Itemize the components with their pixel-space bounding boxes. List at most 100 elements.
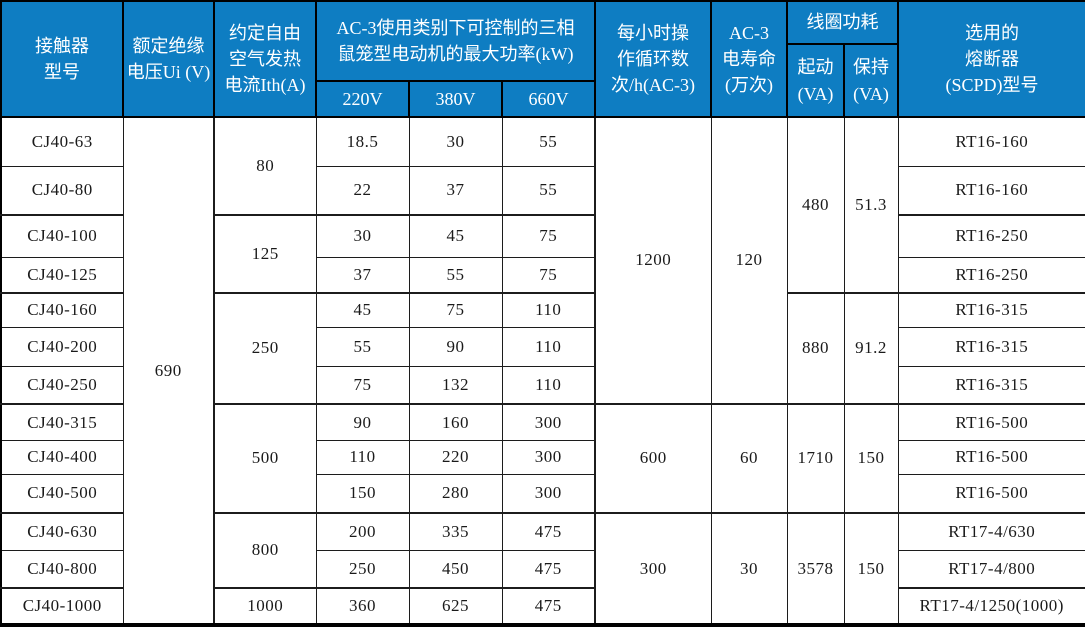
cell-fuse: RT16-250 [897, 213, 1085, 259]
table-row: CJ40-100 125 30 45 75 RT16-250 [0, 213, 1085, 294]
cell-p220: 45 [315, 292, 410, 328]
cell-model: CJ40-250 [0, 365, 124, 405]
cell-fuse: RT16-315 [897, 365, 1085, 405]
cell-p380: 220 [408, 440, 503, 475]
cell-p660: 55 [501, 116, 596, 167]
cell-p380: 625 [408, 586, 503, 626]
cell-insulation-voltage: 690 [122, 116, 215, 626]
cell-fuse: RT17-4/1250(1000) [897, 586, 1085, 626]
cell-p220: 22 [315, 165, 410, 216]
cell-p660: 475 [501, 512, 596, 551]
header-fuse-model: 选用的 熔断器 (SCPD)型号 [897, 0, 1085, 118]
cell-p660: 110 [501, 365, 596, 405]
cell-model: CJ40-100 [0, 213, 124, 259]
cell-p220: 18.5 [315, 116, 410, 167]
cell-coil-start: 480 [786, 116, 845, 294]
cell-fuse: RT16-500 [897, 473, 1085, 514]
cell-fuse: RT16-160 [897, 165, 1085, 216]
cell-p660: 300 [501, 473, 596, 514]
cell-p380: 37 [408, 165, 503, 216]
cell-ith: 125 [213, 213, 317, 294]
header-coil-start: 起动 (VA) [786, 43, 846, 118]
cell-p660: 110 [501, 292, 596, 328]
header-row-3: 220V 380V 660V [1, 80, 1085, 118]
cell-coil-start: 1710 [786, 402, 845, 514]
cell-model: CJ40-80 [0, 165, 124, 216]
cell-p380: 45 [408, 213, 503, 259]
cell-ops: 600 [594, 402, 712, 514]
cell-model: CJ40-630 [0, 512, 124, 551]
cell-model: CJ40-160 [0, 292, 124, 328]
cell-ops: 300 [594, 512, 712, 626]
cell-coil-hold: 150 [843, 402, 899, 514]
cell-life: 30 [710, 512, 788, 626]
cell-fuse: RT16-250 [897, 257, 1085, 294]
cell-p220: 30 [315, 213, 410, 259]
cell-ops: 1200 [594, 116, 712, 405]
cell-model: CJ40-125 [0, 257, 124, 294]
header-insulation-voltage: 额定绝缘 电压Ui (V) [122, 0, 215, 118]
header-max-power-group: AC-3使用类别下可控制的三相 鼠笼型电动机的最大功率(kW) [314, 0, 597, 82]
cell-p220: 200 [315, 512, 410, 551]
cell-model: CJ40-200 [0, 326, 124, 367]
cell-fuse: RT16-160 [897, 116, 1085, 167]
cell-p380: 75 [408, 292, 503, 328]
cell-p660: 75 [501, 257, 596, 294]
header-coil-hold: 保持 (VA) [843, 43, 900, 118]
cell-p380: 55 [408, 257, 503, 294]
cell-ith: 500 [213, 402, 317, 514]
table-row: CJ40-400 110 220 300 RT16-500 [0, 440, 1085, 475]
cell-coil-hold: 150 [843, 512, 899, 626]
cell-p660: 300 [501, 440, 596, 475]
cell-model: CJ40-1000 [0, 586, 124, 626]
table-row: CJ40-200 55 90 110 RT16-315 [0, 326, 1085, 367]
table-row: CJ40-250 75 132 110 RT16-315 [0, 365, 1085, 405]
cell-ith: 1000 [213, 586, 317, 626]
cell-p660: 75 [501, 213, 596, 259]
header-660v: 660V [500, 80, 597, 118]
table-row: CJ40-160 250 45 75 110 880 91.2 RT16-315 [0, 292, 1085, 405]
cell-p220: 360 [315, 586, 410, 626]
cell-p220: 37 [315, 257, 410, 294]
header-coil-power-group: 线圈功耗 [786, 0, 900, 45]
cell-p220: 250 [315, 549, 410, 589]
cell-p380: 335 [408, 512, 503, 551]
cell-p220: 55 [315, 326, 410, 367]
cell-p380: 30 [408, 116, 503, 167]
header-thermal-current: 约定自由 空气发热 电流Ith(A) [213, 0, 317, 118]
cell-model: CJ40-400 [0, 440, 124, 475]
cell-coil-start: 880 [786, 292, 845, 405]
header-row-1: 接触器 型号 额定绝缘 电压Ui (V) 约定自由 空气发热 电流Ith(A) … [0, 0, 1085, 118]
cell-p220: 150 [315, 473, 410, 514]
cell-p220: 90 [315, 402, 410, 442]
cell-p220: 110 [315, 440, 410, 475]
cell-p660: 55 [501, 165, 596, 216]
header-ops-per-hour: 每小时操 作循环数 次/h(AC-3) [594, 0, 713, 118]
cell-coil-start: 3578 [786, 512, 845, 626]
cell-fuse: RT17-4/800 [897, 549, 1085, 589]
table-row: CJ40-315 500 90 160 300 600 60 1710 150 … [0, 402, 1085, 514]
cell-ith: 800 [213, 512, 317, 589]
cell-ith: 250 [213, 292, 317, 405]
table-row: CJ40-63 690 80 18.5 30 55 1200 120 480 5… [0, 116, 1085, 626]
cell-p380: 280 [408, 473, 503, 514]
header-contactor-model: 接触器 型号 [0, 0, 124, 118]
header-row-2: 起动 (VA) 保持 (VA) [1, 43, 1085, 118]
cell-p220: 75 [315, 365, 410, 405]
header-220v: 220V [315, 80, 410, 118]
table-row: CJ40-500 150 280 300 RT16-500 [0, 473, 1085, 514]
cell-p380: 132 [408, 365, 503, 405]
cell-coil-hold: 51.3 [843, 116, 899, 294]
cell-p660: 475 [501, 549, 596, 589]
cell-fuse: RT16-500 [897, 402, 1085, 442]
cell-life: 120 [710, 116, 788, 405]
table-row: CJ40-80 22 37 55 RT16-160 [0, 165, 1085, 216]
cell-model: CJ40-500 [0, 473, 124, 514]
table-row: CJ40-1000 1000 360 625 475 RT17-4/1250(1… [0, 586, 1085, 626]
cell-p380: 450 [408, 549, 503, 589]
cell-p660: 475 [501, 586, 596, 626]
cell-p660: 110 [501, 326, 596, 367]
cell-p380: 90 [408, 326, 503, 367]
